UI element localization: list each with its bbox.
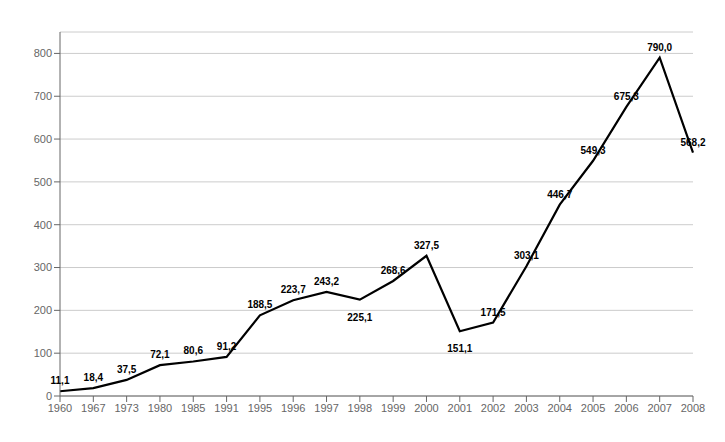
svg-text:1991: 1991 [214, 402, 238, 414]
svg-text:1995: 1995 [248, 402, 272, 414]
svg-text:2008: 2008 [681, 402, 705, 414]
svg-text:600: 600 [34, 133, 52, 145]
svg-text:1967: 1967 [81, 402, 105, 414]
svg-text:2005: 2005 [581, 402, 605, 414]
svg-text:2003: 2003 [514, 402, 538, 414]
svg-text:268,6: 268,6 [381, 265, 406, 276]
svg-text:225,1: 225,1 [347, 312, 372, 323]
svg-text:1998: 1998 [348, 402, 372, 414]
svg-text:1997: 1997 [314, 402, 338, 414]
svg-text:100: 100 [34, 347, 52, 359]
svg-text:151,1: 151,1 [447, 343, 472, 354]
svg-text:2002: 2002 [481, 402, 505, 414]
svg-text:303,1: 303,1 [514, 250, 539, 261]
svg-text:0: 0 [46, 390, 52, 402]
svg-text:446,7: 446,7 [547, 189, 572, 200]
svg-text:400: 400 [34, 219, 52, 231]
svg-text:2006: 2006 [614, 402, 638, 414]
svg-text:549,3: 549,3 [581, 145, 606, 156]
svg-text:2007: 2007 [647, 402, 671, 414]
svg-text:72,1: 72,1 [150, 349, 170, 360]
svg-text:1980: 1980 [148, 402, 172, 414]
svg-text:243,2: 243,2 [314, 276, 339, 287]
svg-text:700: 700 [34, 90, 52, 102]
svg-text:223,7: 223,7 [281, 284, 306, 295]
svg-text:80,6: 80,6 [184, 345, 204, 356]
svg-text:1999: 1999 [381, 402, 405, 414]
svg-text:11,1: 11,1 [51, 375, 70, 386]
svg-text:500: 500 [34, 176, 52, 188]
svg-text:171,5: 171,5 [481, 307, 506, 318]
svg-text:1985: 1985 [181, 402, 205, 414]
svg-text:327,5: 327,5 [414, 240, 439, 251]
svg-text:568,2: 568,2 [680, 137, 705, 148]
svg-text:1996: 1996 [281, 402, 305, 414]
svg-text:800: 800 [34, 47, 52, 59]
svg-text:675,3: 675,3 [614, 91, 639, 102]
svg-text:1973: 1973 [114, 402, 138, 414]
svg-text:2004: 2004 [547, 402, 571, 414]
svg-text:91,2: 91,2 [217, 341, 237, 352]
svg-text:37,5: 37,5 [117, 364, 137, 375]
svg-text:188,5: 188,5 [247, 299, 272, 310]
svg-text:2000: 2000 [414, 402, 438, 414]
svg-text:790,0: 790,0 [647, 42, 672, 53]
svg-text:200: 200 [34, 304, 52, 316]
svg-text:2001: 2001 [448, 402, 472, 414]
svg-text:1960: 1960 [48, 402, 72, 414]
svg-text:18,4: 18,4 [84, 372, 104, 383]
svg-text:300: 300 [34, 261, 52, 273]
